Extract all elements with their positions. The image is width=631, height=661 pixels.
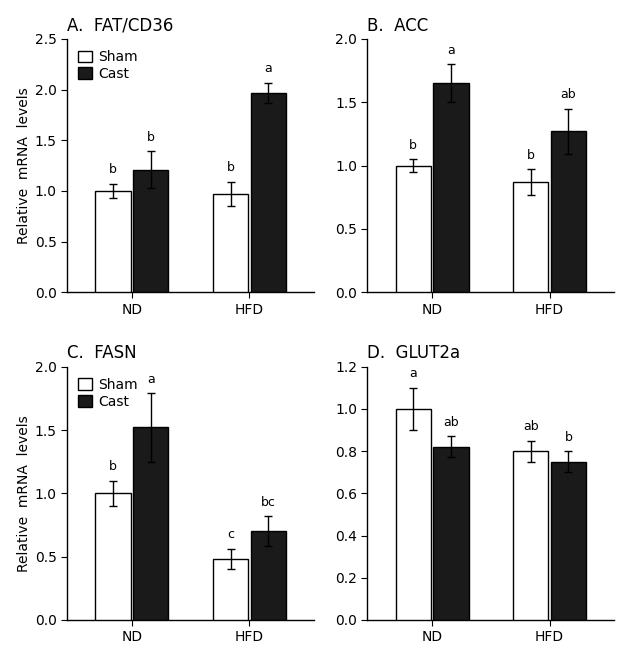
Text: b: b (109, 460, 117, 473)
Text: a: a (447, 44, 455, 57)
Y-axis label: Relative  mRNA  levels: Relative mRNA levels (16, 87, 31, 244)
Legend: Sham, Cast: Sham, Cast (74, 46, 141, 85)
Text: b: b (565, 430, 572, 444)
Text: ab: ab (523, 420, 539, 433)
Bar (433, 447, 469, 620)
Bar (251, 531, 286, 620)
Text: c: c (227, 528, 234, 541)
Bar (95, 493, 131, 620)
Text: A.  FAT/CD36: A. FAT/CD36 (68, 17, 174, 34)
Text: ab: ab (561, 88, 576, 101)
Text: a: a (264, 62, 272, 75)
Bar (396, 166, 431, 292)
Bar (133, 170, 168, 292)
Bar (513, 182, 548, 292)
Bar (133, 428, 168, 620)
Bar (213, 194, 249, 292)
Text: ab: ab (443, 416, 459, 429)
Legend: Sham, Cast: Sham, Cast (74, 373, 141, 412)
Bar (551, 461, 586, 620)
Bar (396, 409, 431, 620)
Text: a: a (410, 368, 417, 380)
Text: b: b (227, 161, 235, 175)
Text: bc: bc (261, 496, 276, 508)
Bar (251, 93, 286, 292)
Text: C.  FASN: C. FASN (68, 344, 137, 362)
Bar (95, 191, 131, 292)
Text: b: b (527, 149, 535, 162)
Text: b: b (410, 139, 417, 151)
Bar (213, 559, 249, 620)
Bar (513, 451, 548, 620)
Text: b: b (147, 131, 155, 144)
Text: B.  ACC: B. ACC (367, 17, 428, 34)
Y-axis label: Relative  mRNA  levels: Relative mRNA levels (16, 415, 31, 572)
Text: b: b (109, 163, 117, 176)
Text: a: a (147, 373, 155, 386)
Bar (433, 83, 469, 292)
Bar (551, 132, 586, 292)
Text: D.  GLUT2a: D. GLUT2a (367, 344, 461, 362)
